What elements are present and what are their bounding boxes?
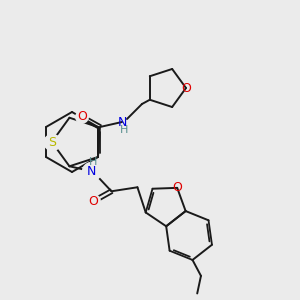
Text: S: S: [48, 136, 56, 148]
Text: O: O: [88, 195, 98, 208]
Text: H: H: [89, 157, 98, 167]
Text: O: O: [172, 182, 182, 194]
Text: O: O: [77, 110, 87, 124]
Text: O: O: [181, 82, 191, 94]
Text: N: N: [117, 116, 127, 128]
Text: N: N: [87, 165, 96, 178]
Text: H: H: [120, 125, 128, 135]
